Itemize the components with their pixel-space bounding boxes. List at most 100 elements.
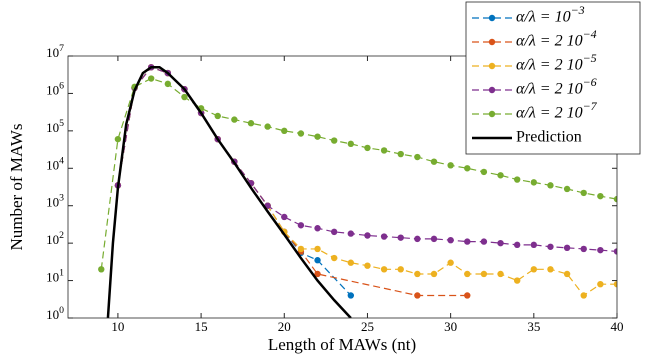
point (613, 248, 617, 255)
point (281, 213, 288, 221)
point (181, 93, 188, 101)
point (613, 280, 617, 288)
legend-marker (488, 110, 496, 118)
point (330, 228, 338, 236)
point (414, 235, 421, 243)
point (414, 153, 421, 161)
x-tick-label: 10 (111, 319, 124, 334)
point (264, 123, 271, 130)
point (464, 270, 471, 278)
point (414, 270, 421, 278)
point (231, 116, 238, 123)
point (214, 112, 221, 120)
point (297, 245, 305, 253)
point (281, 127, 288, 135)
point (530, 241, 538, 249)
x-axis-label: Length of MAWs (nt) (268, 335, 416, 354)
point (114, 135, 122, 143)
x-tick-label: 15 (195, 319, 208, 334)
y-tick-label: 102 (46, 230, 64, 247)
point (314, 257, 321, 264)
point (480, 238, 488, 245)
point (497, 172, 504, 179)
point (380, 233, 388, 240)
legend-marker (488, 86, 496, 94)
point (447, 162, 454, 169)
point (597, 246, 604, 254)
point (464, 165, 471, 172)
point (547, 266, 554, 273)
point (364, 144, 371, 152)
x-tick-label: 40 (611, 319, 624, 334)
point (297, 130, 305, 137)
y-tick-label: 107 (46, 43, 64, 60)
point (464, 292, 471, 299)
point (414, 292, 421, 299)
legend-marker (488, 14, 496, 22)
legend-label: α/λ = 2 10−4 (516, 27, 597, 50)
y-axis-label: Number of MAWs (7, 123, 26, 250)
point (497, 239, 504, 247)
x-tick-label: 30 (444, 319, 457, 334)
point (580, 189, 587, 197)
point (397, 150, 404, 158)
point (314, 225, 321, 232)
point (530, 266, 538, 273)
legend-label: α/λ = 2 10−6 (516, 75, 597, 98)
point (330, 137, 338, 144)
point (380, 147, 388, 154)
x-tick-label: 25 (361, 319, 374, 334)
point (397, 266, 404, 273)
legend-label: α/λ = 10−3 (516, 3, 585, 26)
point (547, 182, 554, 189)
point (98, 266, 105, 273)
point (347, 140, 355, 148)
point (314, 133, 321, 140)
legend-box (465, 1, 641, 155)
legend-marker (488, 62, 496, 70)
point (430, 270, 438, 278)
y-tick-label: 103 (46, 192, 64, 209)
point (530, 179, 538, 186)
legend-label: α/λ = 2 10−7 (516, 99, 598, 122)
point (563, 244, 571, 252)
point (464, 238, 471, 245)
point (347, 230, 355, 237)
legend-marker (488, 38, 496, 46)
point (580, 245, 587, 253)
y-tick-label: 105 (46, 118, 64, 135)
point (447, 259, 454, 266)
point (447, 236, 454, 244)
point (147, 75, 155, 82)
point (364, 262, 371, 269)
y-tick-label: 106 (46, 80, 64, 97)
point (430, 235, 438, 243)
point (513, 176, 521, 183)
point (164, 80, 172, 88)
point (513, 277, 521, 284)
point (347, 259, 355, 266)
point (613, 195, 617, 203)
axes-box (67, 55, 618, 319)
point (364, 232, 371, 239)
point (580, 292, 587, 299)
point (314, 245, 321, 253)
point (563, 185, 571, 193)
point (480, 168, 488, 176)
point (314, 270, 321, 278)
x-tick-label: 35 (527, 319, 540, 334)
y-tick-label: 101 (46, 267, 64, 284)
y-tick-label: 104 (46, 155, 64, 172)
point (597, 280, 604, 288)
x-tick-label: 20 (278, 319, 291, 334)
point (330, 254, 338, 262)
point (513, 241, 521, 249)
point (347, 292, 355, 299)
point (397, 234, 404, 241)
point (563, 270, 571, 278)
point (480, 270, 488, 278)
point (380, 266, 388, 273)
point (430, 158, 438, 165)
